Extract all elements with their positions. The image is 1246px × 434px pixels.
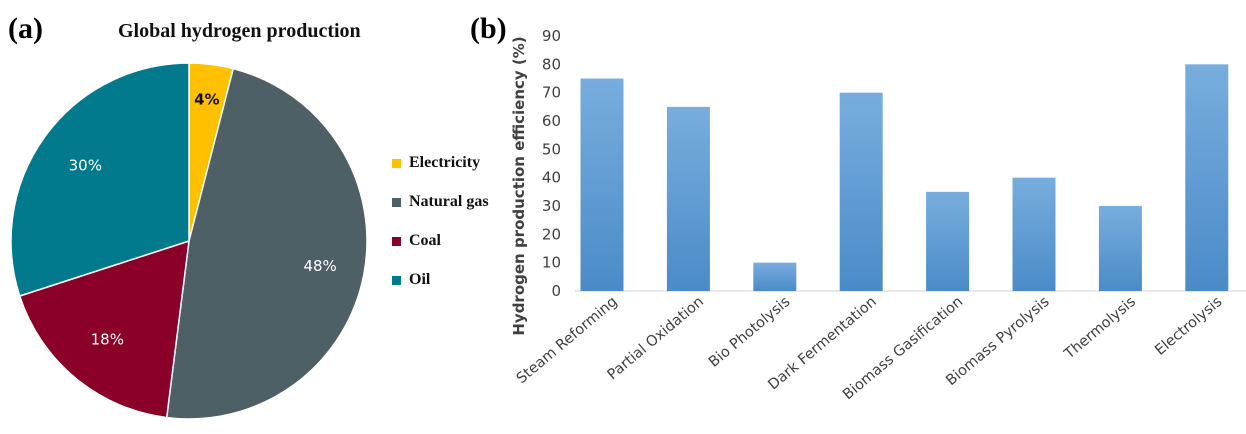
panel-a-label: (a) xyxy=(8,12,43,45)
pie-label-coal: 18% xyxy=(91,331,124,349)
legend-item-electricity: Electricity xyxy=(392,150,489,176)
y-tick-label: 80 xyxy=(542,55,561,73)
pie-label-oil: 30% xyxy=(69,157,102,175)
pie-chart-title: Global hydrogen production xyxy=(118,20,361,42)
x-tick-label-thermolysis: Thermolysis xyxy=(1061,294,1139,363)
y-tick-label: 40 xyxy=(542,169,561,187)
y-tick-label: 10 xyxy=(542,254,561,272)
legend-item-natural-gas: Natural gas xyxy=(392,189,489,215)
pie-chart: 4% 48% 18% 30% xyxy=(10,62,368,420)
y-tick-label: 20 xyxy=(542,225,561,243)
y-tick-label: 60 xyxy=(542,112,561,130)
y-tick-label: 50 xyxy=(542,140,561,158)
panel-b-label: (b) xyxy=(470,12,507,45)
legend-swatch-natural-gas xyxy=(392,197,401,207)
legend-swatch-electricity xyxy=(392,158,401,168)
legend-label-coal: Coal xyxy=(409,232,441,249)
bar-dark-fermentation xyxy=(839,92,883,292)
x-tick-label-electrolysis: Electrolysis xyxy=(1152,294,1225,359)
legend-label-oil: Oil xyxy=(409,271,431,288)
pie-label-natural-gas: 48% xyxy=(303,257,336,275)
bar-partial-oxidation xyxy=(666,106,710,291)
x-tick-label-steam-reforming: Steam Reforming xyxy=(514,294,621,387)
pie-label-electricity: 4% xyxy=(194,91,219,109)
legend-swatch-oil xyxy=(392,275,401,285)
pie-legend: Electricity Natural gas Coal Oil xyxy=(392,150,489,306)
legend-label-natural-gas: Natural gas xyxy=(409,193,489,210)
legend-item-coal: Coal xyxy=(392,228,489,254)
bar-thermolysis xyxy=(1098,206,1142,291)
y-axis-label: Hydrogen production efficiency (%) xyxy=(510,36,528,335)
bar-electrolysis xyxy=(1185,64,1229,291)
y-tick-label: 0 xyxy=(551,282,561,300)
legend-label-electricity: Electricity xyxy=(409,154,481,171)
y-tick-label: 30 xyxy=(542,197,561,215)
y-tick-label: 70 xyxy=(542,84,561,102)
bar-biomass-pyrolysis xyxy=(1012,177,1056,291)
legend-item-oil: Oil xyxy=(392,267,489,293)
bar-steam-reforming xyxy=(580,78,624,291)
x-tick-label-bio-photolysis: Bio Photolysis xyxy=(706,294,793,371)
pie-slice-oil xyxy=(10,62,190,297)
pie-slice-coal xyxy=(18,239,190,419)
y-tick-label: 90 xyxy=(542,27,561,45)
x-tick-label-partial-oxidation: Partial Oxidation xyxy=(605,294,707,383)
bar-bio-photolysis xyxy=(753,262,797,291)
bar-biomass-gasification xyxy=(926,191,970,291)
pie-slice-natural-gas xyxy=(165,67,368,420)
legend-swatch-coal xyxy=(392,236,401,246)
